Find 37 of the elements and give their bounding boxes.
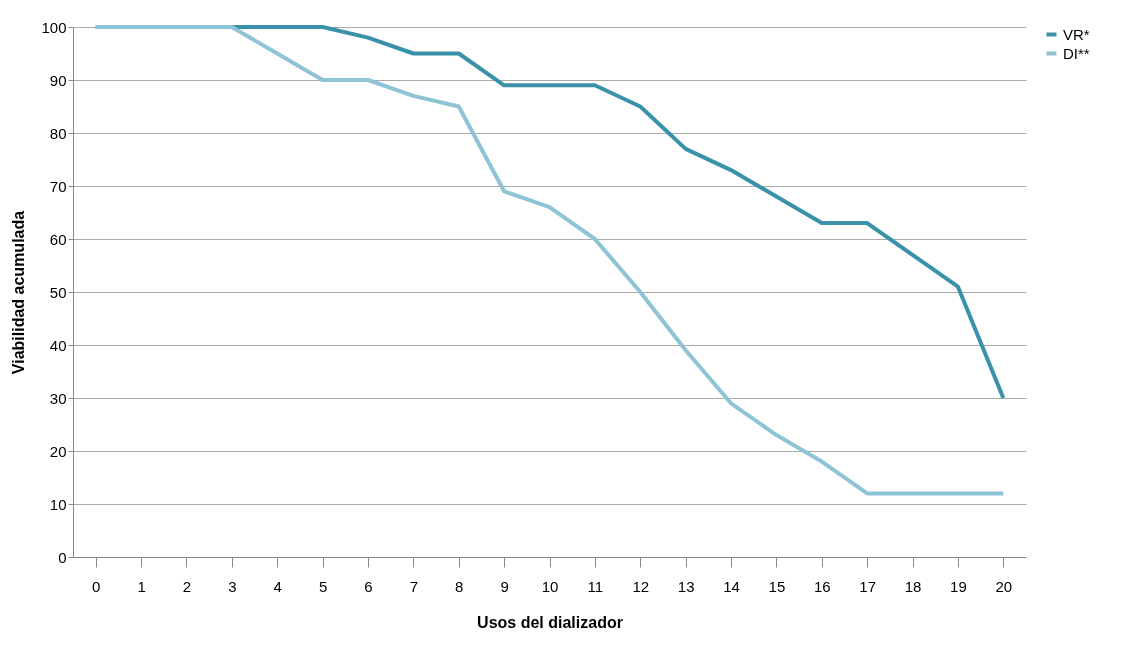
y-tick-label: 70 [49, 177, 67, 195]
x-tick-label: 20 [995, 577, 1013, 595]
x-tick-label: 15 [768, 577, 786, 595]
legend-label: VR* [1063, 25, 1090, 43]
y-tick-label: 10 [49, 495, 67, 513]
y-tick-label: 60 [49, 230, 67, 248]
x-tick-label: 2 [182, 577, 192, 595]
x-tick-label: 7 [409, 577, 419, 595]
y-tick-label: 80 [49, 124, 67, 142]
y-tick-label: 100 [41, 18, 67, 36]
x-tick-label: 18 [904, 577, 922, 595]
x-tick-label: 5 [318, 577, 328, 595]
x-tick-label: 17 [859, 577, 877, 595]
x-tick-label: 0 [92, 577, 101, 595]
y-tick-label: 90 [49, 71, 67, 89]
legend-label: DI** [1063, 44, 1090, 62]
x-tick-label: 1 [137, 577, 146, 595]
x-tick-label: 4 [273, 577, 282, 595]
y-tick-label: 50 [49, 283, 67, 301]
y-tick-label: 40 [49, 336, 67, 354]
x-tick-label: 13 [677, 577, 695, 595]
y-tick-label: 20 [49, 442, 67, 460]
y-tick-label: 30 [49, 389, 67, 407]
x-tick-label: 9 [500, 577, 509, 595]
x-tick-label: 12 [632, 577, 650, 595]
x-tick-label: 6 [364, 577, 373, 595]
x-tick-label: 14 [723, 577, 740, 595]
y-axis-title: Viabilidad acumulada [10, 210, 28, 375]
x-axis-title: Usos del dializador [477, 613, 623, 631]
x-tick-label: 19 [950, 577, 967, 595]
x-tick-label: 16 [813, 577, 831, 595]
x-tick-label: 8 [455, 577, 464, 595]
line-series [93, 25, 1006, 496]
x-tick-label: 10 [541, 577, 559, 595]
x-tick-label: 3 [228, 577, 237, 595]
y-tick-label: 0 [58, 548, 67, 566]
x-tick-label: 11 [587, 577, 604, 595]
